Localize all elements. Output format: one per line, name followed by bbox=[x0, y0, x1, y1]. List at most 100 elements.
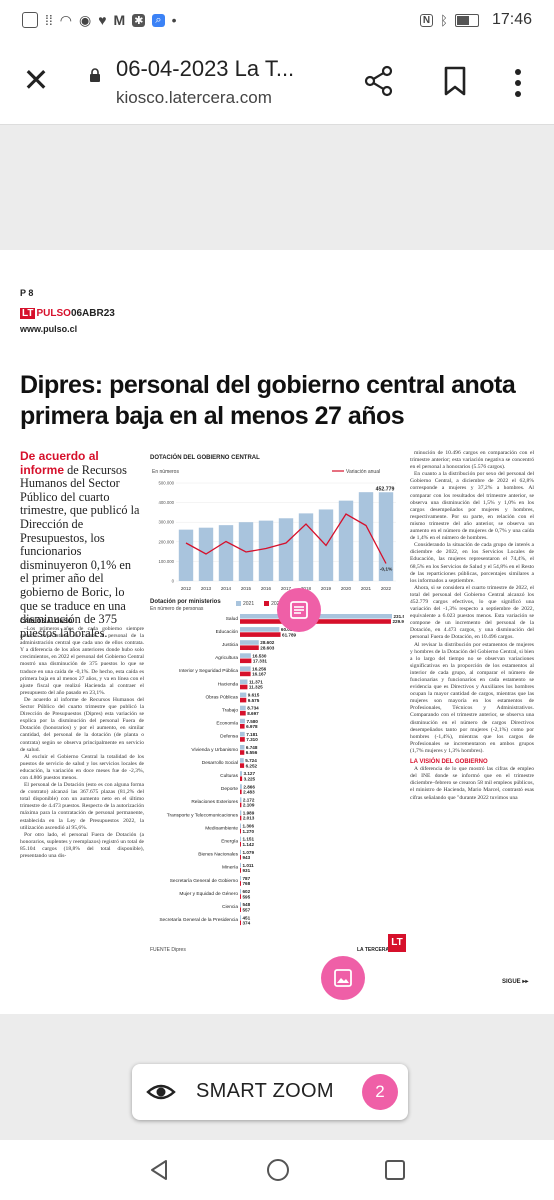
value-label-2021: 16.530 bbox=[252, 653, 266, 658]
paragraph: A diferencia de lo que mostró las cifras… bbox=[410, 766, 534, 801]
nfc-icon: N bbox=[419, 13, 434, 27]
ministry-label: Secretaría General de la Presidencia bbox=[159, 917, 238, 923]
value-label-2021: 1.151 bbox=[243, 837, 255, 842]
bar-2021 bbox=[240, 810, 242, 816]
bar-2021 bbox=[240, 915, 241, 920]
legend-2021: 2021 bbox=[236, 601, 254, 607]
bar-2021 bbox=[240, 823, 241, 829]
value-label-2021: 1.989 bbox=[243, 811, 255, 816]
value-label-2022: 6.978 bbox=[246, 724, 258, 729]
article-text-icon bbox=[290, 601, 308, 619]
value-label-2022: 11.325 bbox=[249, 685, 263, 690]
bar-2021 bbox=[240, 627, 280, 632]
value-label-2022: 28.603 bbox=[260, 645, 274, 650]
bar-2021 bbox=[240, 862, 241, 868]
y-tick-label: 0 bbox=[172, 579, 175, 584]
bar-2022 bbox=[240, 855, 241, 860]
bookmark-icon[interactable] bbox=[438, 64, 472, 98]
ministry-label: Mujer y Equidad de Género bbox=[179, 891, 238, 897]
y-tick-label: 500.000 bbox=[158, 481, 174, 486]
value-label-2021: 7.580 bbox=[246, 719, 258, 724]
bar-2022 bbox=[240, 907, 241, 912]
ministry-label: Ciencia bbox=[222, 904, 238, 910]
star-app-icon: ✱ bbox=[132, 13, 146, 27]
bar-2022 bbox=[240, 776, 243, 781]
share-icon[interactable] bbox=[362, 64, 396, 98]
value-label-2021: 3.127 bbox=[244, 771, 256, 776]
close-icon[interactable]: ✕ bbox=[22, 62, 50, 98]
value-label-2021: 451 bbox=[243, 915, 251, 920]
bar-2022 bbox=[240, 724, 245, 729]
dotacion-bar bbox=[278, 518, 294, 581]
battery-icon bbox=[454, 13, 479, 27]
bar-chart-title: Dotación por ministerios bbox=[150, 599, 221, 605]
dotacion-bar bbox=[358, 492, 374, 581]
x-tick-label: 2015 bbox=[241, 586, 252, 591]
value-label-2022: 943 bbox=[243, 855, 251, 860]
system-navigation-bar bbox=[0, 1140, 554, 1200]
lead-text: de Recursos Humanos del Sector Público d… bbox=[20, 462, 140, 640]
value-label-2021: 9.615 bbox=[248, 693, 260, 698]
y-tick-label: 300.000 bbox=[158, 520, 174, 525]
bar-2021 bbox=[240, 653, 251, 658]
lead-red-text: De acuerdo al informe bbox=[20, 449, 99, 477]
subhead: LA VISIÓN DEL GOBIERNO bbox=[410, 759, 488, 766]
url-text[interactable]: kiosco.latercera.com bbox=[116, 88, 272, 107]
bar-2021 bbox=[240, 797, 242, 802]
value-label-2022: 374 bbox=[243, 921, 251, 926]
messenger-icon: M bbox=[113, 12, 126, 28]
dotacion-bar bbox=[258, 520, 274, 581]
value-label-2021: 5.724 bbox=[245, 758, 257, 763]
y-tick-label: 400.000 bbox=[158, 500, 174, 505]
value-label-2022: 9.575 bbox=[248, 698, 260, 703]
smart-zoom-label: SMART ZOOM bbox=[196, 1080, 334, 1102]
brand-date: 06ABR23 bbox=[70, 308, 115, 319]
wifi-icon: ◠ bbox=[59, 11, 72, 28]
value-label-2021: 602 bbox=[243, 889, 251, 894]
value-label-2021: 1.011 bbox=[243, 863, 255, 868]
value-label-2022: 1.142 bbox=[243, 842, 255, 847]
value-label-2022: 2.109 bbox=[243, 803, 255, 808]
ministry-label: Obras Públicas bbox=[205, 694, 238, 700]
bar-2022 bbox=[240, 828, 241, 834]
x-tick-label: 2017 bbox=[281, 586, 292, 591]
recent-apps-icon[interactable] bbox=[384, 1159, 406, 1181]
bar-2022 bbox=[240, 645, 259, 650]
continue-label: SIGUE ▸▸ bbox=[502, 979, 529, 985]
brand-lt: LT bbox=[20, 308, 36, 319]
value-label-2021: 7.181 bbox=[246, 732, 258, 737]
bar-2021 bbox=[240, 889, 241, 894]
small-dot-icon: • bbox=[171, 12, 177, 28]
legend-2022: 2022 bbox=[264, 601, 282, 607]
back-icon[interactable] bbox=[148, 1158, 170, 1182]
image-icon bbox=[334, 969, 352, 987]
bar-2021 bbox=[240, 876, 241, 881]
bar-2022 bbox=[240, 658, 252, 664]
text-view-button[interactable] bbox=[277, 588, 321, 632]
ministry-label: Relaciones Exteriores bbox=[191, 799, 238, 805]
browser-toolbar: ✕ 06-04-2023 La T... kiosco.latercera.co… bbox=[0, 40, 554, 125]
image-view-button[interactable] bbox=[321, 956, 365, 1000]
dotacion-chart: En números Variación anual 0 100.000 200.000… bbox=[152, 469, 396, 591]
x-tick-label: 2014 bbox=[221, 586, 232, 591]
globe-icon: ◉ bbox=[79, 11, 92, 28]
paragraph: Al revisar la distribución por estamento… bbox=[410, 641, 534, 754]
bar-2021 bbox=[240, 902, 241, 907]
brand-name: PULSO bbox=[36, 308, 71, 319]
bar-chart-legend: 2021 2022 bbox=[236, 601, 282, 607]
bar-2021 bbox=[240, 849, 241, 855]
more-options-icon[interactable] bbox=[506, 66, 530, 100]
ministry-label: Deporte bbox=[221, 786, 238, 792]
bar-2021 bbox=[240, 731, 245, 737]
bar-2022 bbox=[240, 737, 245, 742]
dotacion-bar bbox=[378, 492, 394, 581]
bar-2021 bbox=[240, 758, 244, 763]
bar-2022 bbox=[240, 697, 247, 703]
status-right-icons: N ᛒ 17:46 bbox=[419, 11, 532, 29]
search-app-icon: ⌕ bbox=[152, 13, 165, 27]
ministry-label: Energía bbox=[221, 839, 238, 845]
value-label-2021: 28.602 bbox=[260, 640, 274, 645]
home-icon[interactable] bbox=[266, 1158, 290, 1182]
bar-2021 bbox=[240, 679, 248, 685]
smart-zoom-button[interactable]: SMART ZOOM 2 bbox=[132, 1064, 408, 1120]
